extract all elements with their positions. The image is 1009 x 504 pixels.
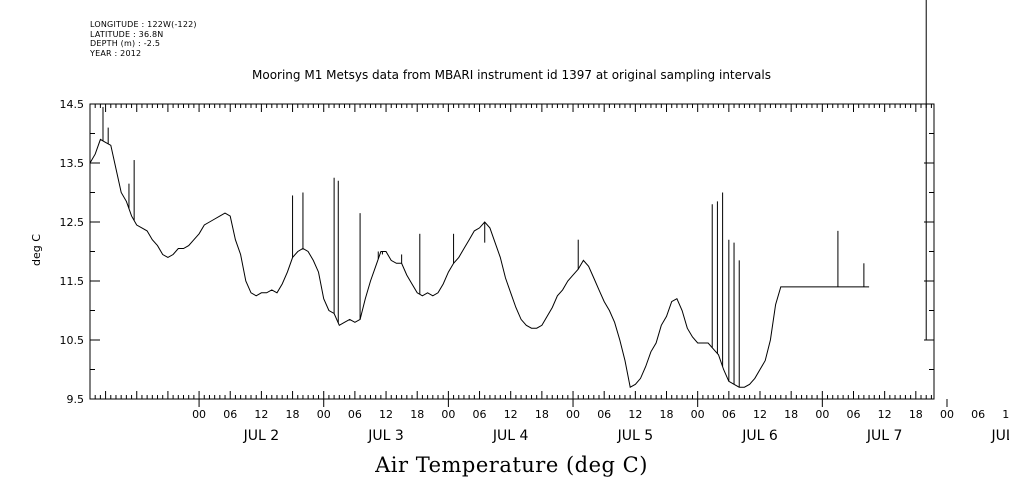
x-hour-label: 06 (971, 408, 985, 421)
x-hour-label: 00 (566, 408, 580, 421)
x-hour-label: 06 (846, 408, 860, 421)
depth-label: DEPTH (m) : -2.5 (90, 39, 161, 48)
axes-group: 9.5 10.5 11.5 12.5 13.5 14.5 00 06 12 18 00 06 12 18 0… (60, 98, 1009, 444)
y-tick-label: 10.5 (60, 334, 85, 347)
y-tick-label: 14.5 (60, 98, 85, 111)
x-day-label: JUL 6 (741, 428, 778, 444)
x-hour-label: 12 (878, 408, 892, 421)
chart-title: Mooring M1 Metsys data from MBARI instru… (252, 68, 771, 82)
x-hour-label: 00 (441, 408, 455, 421)
x-hour-label: 06 (348, 408, 362, 421)
x-hour-label: 18 (784, 408, 798, 421)
y-tick-label: 13.5 (60, 157, 85, 170)
chart-title-wrap: Mooring M1 Metsys data from MBARI instru… (0, 68, 1009, 82)
x-hour-label: 00 (691, 408, 705, 421)
plot-group (89, 0, 927, 388)
y-axis-label: deg C (30, 234, 43, 266)
x-hour-label: 06 (473, 408, 487, 421)
x-hour-label: 18 (660, 408, 674, 421)
latitude-label: LATITUDE : 36.8N (90, 29, 164, 39)
x-hour-label: 00 (192, 408, 206, 421)
x-hour-label: 06 (223, 408, 237, 421)
x-day-label: JUL 3 (367, 428, 404, 444)
x-hour-label: 00 (317, 408, 331, 421)
x-hour-label: 12 (753, 408, 767, 421)
x-hour-label: 18 (909, 408, 923, 421)
plot-frame (89, 103, 935, 400)
x-day-label: JUL 7 (866, 428, 903, 444)
x-hour-label: 12 (504, 408, 518, 421)
x-hour-label: 06 (597, 408, 611, 421)
bottom-title-wrap: Air Temperature (deg C) (0, 453, 1009, 477)
year-label: YEAR : 2012 (90, 48, 142, 58)
x-day-label: JUL 4 (492, 428, 529, 444)
x-day-label: JUL 5 (617, 428, 654, 444)
temperature-series-line (89, 138, 870, 388)
x-hour-label: 18 (410, 408, 424, 421)
x-day-label: JUL 2 (243, 428, 280, 444)
y-tick-label: 12.5 (60, 216, 85, 229)
x-hour-label: 18 (535, 408, 549, 421)
y-tick-label: 9.5 (67, 393, 85, 406)
y-tick-label: 11.5 (60, 275, 85, 288)
x-hour-label: 18 (286, 408, 300, 421)
x-hour-label: 12 (379, 408, 393, 421)
x-hour-label: 06 (722, 408, 736, 421)
longitude-label: LONGITUDE : 122W(-122) (90, 20, 197, 29)
metadata-block: LONGITUDE : 122W(-122) LATITUDE : 36.8N … (90, 20, 197, 58)
x-hour-label: 00 (940, 408, 954, 421)
x-hour-label: 12 (254, 408, 268, 421)
x-hour-label: 00 (815, 408, 829, 421)
x-hour-label: 12 (628, 408, 642, 421)
x-hour-label: 12 (1002, 408, 1009, 421)
bottom-title: Air Temperature (deg C) (375, 453, 648, 477)
x-day-label: JUL 8 (991, 428, 1009, 444)
